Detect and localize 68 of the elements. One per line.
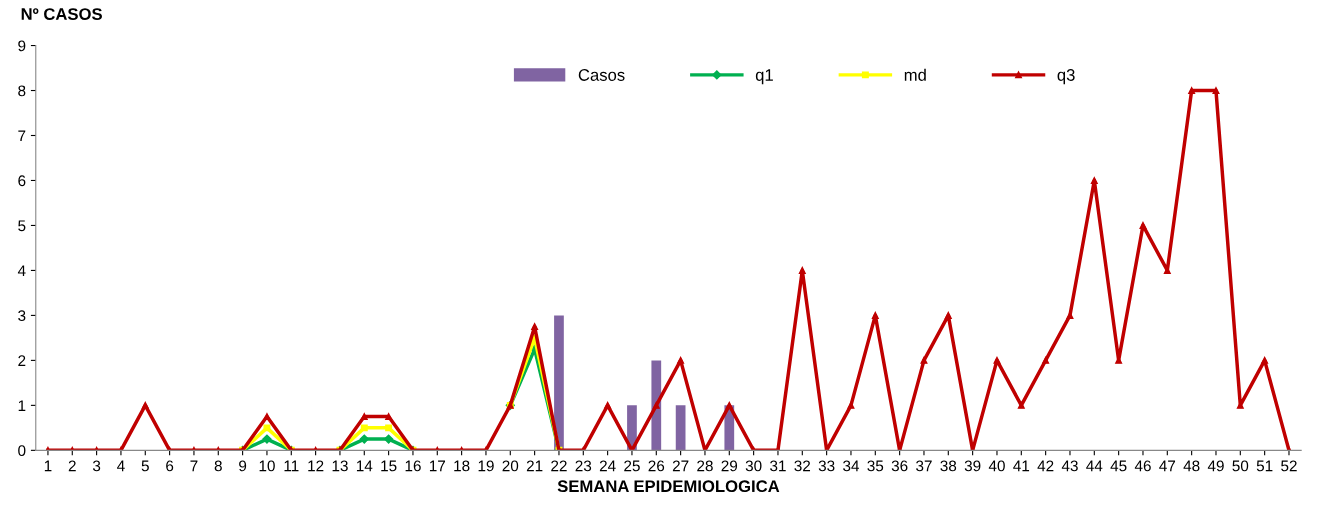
x-tick-label: 48 xyxy=(1183,460,1200,472)
x-tick-label: 24 xyxy=(599,460,616,472)
x-tick-label: 28 xyxy=(697,460,713,472)
x-tick-label: 45 xyxy=(1110,460,1127,472)
x-tick-label: 47 xyxy=(1159,460,1176,472)
y-tick-label: 2 xyxy=(18,355,26,366)
x-tick-label: 38 xyxy=(940,460,957,472)
y-tick-label: 0 xyxy=(18,445,26,457)
x-tick-label: 6 xyxy=(166,460,174,472)
x-tick-label: 13 xyxy=(332,460,348,472)
y-axis-title: Nº CASOS xyxy=(21,8,102,20)
x-tick-label: 4 xyxy=(117,460,125,472)
x-tick-label: 32 xyxy=(794,460,811,472)
x-tick-label: 27 xyxy=(672,460,689,472)
x-tick-label: 40 xyxy=(988,460,1005,472)
x-axis-title: SEMANA EPIDEMIOLOGICA xyxy=(557,480,780,493)
x-tick-label: 50 xyxy=(1232,460,1249,472)
x-tick-label: 29 xyxy=(721,460,738,472)
legend-label: q1 xyxy=(755,69,773,85)
x-tick-label: 14 xyxy=(356,460,373,472)
x-tick-label: 2 xyxy=(68,460,76,472)
x-tick-label: 26 xyxy=(648,460,665,472)
legend-label: q3 xyxy=(1057,69,1075,85)
x-tick-label: 10 xyxy=(259,460,275,472)
x-tick-label: 34 xyxy=(843,460,860,472)
x-tick-label: 43 xyxy=(1061,460,1078,472)
x-tick-label: 35 xyxy=(867,460,884,472)
x-tick-label: 3 xyxy=(92,460,101,472)
x-tick-label: 22 xyxy=(551,460,567,472)
x-tick-label: 25 xyxy=(624,460,640,472)
x-tick-label: 51 xyxy=(1256,460,1273,472)
x-tick-label: 8 xyxy=(214,460,222,472)
x-tick-label: 21 xyxy=(526,460,543,472)
y-tick-label: 1 xyxy=(18,400,26,411)
x-tick-label: 49 xyxy=(1207,460,1224,472)
x-tick-label: 18 xyxy=(454,460,470,472)
legend-label: Casos xyxy=(578,69,625,81)
y-tick-label: 8 xyxy=(18,85,26,97)
x-tick-label: 19 xyxy=(478,460,494,472)
x-tick-label: 12 xyxy=(308,460,324,472)
legend-label: md xyxy=(904,68,926,81)
y-tick-label: 3 xyxy=(18,310,26,322)
x-tick-label: 46 xyxy=(1134,460,1151,472)
x-tick-label: 9 xyxy=(239,460,247,472)
x-tick-label: 37 xyxy=(916,460,932,472)
y-tick-label: 4 xyxy=(17,265,26,276)
x-tick-label: 17 xyxy=(429,460,446,472)
x-tick-label: 39 xyxy=(964,460,981,472)
y-tick-label: 6 xyxy=(18,175,26,187)
y-tick-label: 5 xyxy=(18,220,26,232)
y-tick-label: 9 xyxy=(18,40,26,52)
x-tick-label: 11 xyxy=(284,460,299,472)
x-tick-label: 41 xyxy=(1013,460,1030,472)
x-tick-label: 23 xyxy=(575,460,592,472)
x-tick-label: 44 xyxy=(1086,460,1103,472)
x-tick-label: 20 xyxy=(502,460,519,472)
x-tick-label: 1 xyxy=(44,460,52,472)
y-tick-label: 7 xyxy=(18,130,26,142)
x-tick-label: 36 xyxy=(891,460,908,472)
x-tick-label: 16 xyxy=(405,460,421,472)
x-tick-label: 7 xyxy=(190,460,198,472)
x-tick-label: 31 xyxy=(770,460,786,472)
x-tick-label: 15 xyxy=(381,460,397,472)
x-tick-label: 42 xyxy=(1037,460,1054,472)
x-tick-label: 52 xyxy=(1281,460,1297,472)
x-tick-label: 5 xyxy=(141,460,149,472)
x-tick-label: 30 xyxy=(745,460,762,472)
x-tick-label: 33 xyxy=(818,460,835,472)
